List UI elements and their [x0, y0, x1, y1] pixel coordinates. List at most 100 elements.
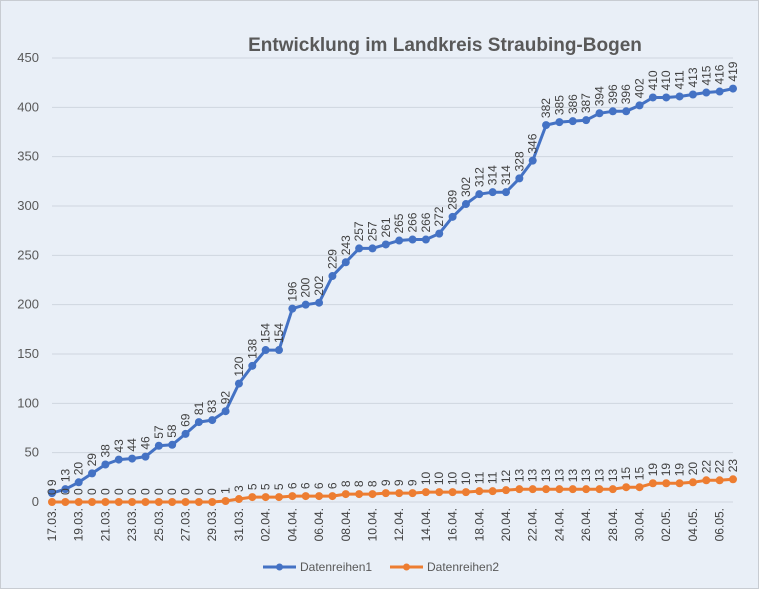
x-tick-label: 02.05. [659, 508, 673, 541]
data-label-series-1: 83 [205, 399, 219, 413]
x-tick-label: 19.03. [72, 508, 86, 541]
data-point-series-1 [261, 346, 270, 355]
data-point-series-2 [208, 498, 217, 506]
data-label-series-2: 22 [713, 460, 727, 474]
y-tick-label: 450 [17, 50, 39, 65]
data-point-series-1 [608, 107, 617, 116]
data-point-series-1 [48, 489, 56, 498]
data-point-series-1 [408, 235, 417, 244]
data-label-series-2: 15 [619, 467, 633, 481]
data-point-series-1 [475, 190, 484, 199]
x-tick-label: 23.03. [125, 508, 139, 541]
data-label-series-2: 6 [299, 482, 313, 489]
data-label-series-1: 57 [152, 425, 166, 439]
data-point-series-1 [421, 235, 430, 244]
data-label-series-2: 5 [245, 483, 259, 490]
data-point-series-1 [555, 118, 564, 127]
data-point-series-1 [101, 460, 110, 469]
data-label-series-2: 12 [499, 469, 513, 483]
data-label-series-1: 9 [45, 479, 59, 486]
data-point-series-1 [729, 84, 737, 93]
data-label-series-2: 1 [219, 487, 233, 494]
data-label-series-1: 44 [125, 438, 139, 452]
data-point-series-1 [595, 109, 604, 118]
data-point-series-1 [648, 93, 657, 102]
data-point-series-2 [101, 498, 110, 506]
data-label-series-2: 10 [446, 471, 460, 485]
series-line-1 [51, 87, 734, 495]
x-axis-ticks: 17.03. 19.03. 21.03. 23.03. 25.03. 27.03. 29.0… [45, 508, 727, 541]
data-label-series-2: 10 [432, 471, 446, 485]
data-label-series-2: 0 [125, 488, 139, 495]
data-point-series-1 [208, 416, 217, 425]
data-label-series-1: 346 [526, 133, 540, 153]
data-point-series-2 [715, 476, 724, 485]
x-tick-label: 12.04. [392, 508, 406, 541]
data-label-series-2: 6 [312, 482, 326, 489]
data-label-series-1: 202 [312, 275, 326, 295]
x-tick-label: 16.04. [446, 508, 460, 541]
data-label-series-1: 382 [539, 98, 553, 118]
data-label-series-1: 154 [259, 323, 273, 343]
data-point-series-1 [355, 244, 364, 253]
data-label-series-2: 0 [205, 488, 219, 495]
data-point-series-1 [461, 200, 470, 209]
data-label-series-2: 11 [472, 471, 486, 484]
data-point-series-2 [688, 478, 697, 487]
data-point-series-2 [448, 488, 457, 497]
data-label-series-1: 38 [98, 444, 112, 458]
data-point-series-1 [488, 188, 497, 197]
data-label-series-2: 23 [726, 459, 740, 473]
data-label-series-1: 257 [365, 221, 379, 241]
data-point-series-1 [114, 455, 123, 464]
data-point-series-2 [315, 492, 324, 501]
data-label-series-2: 13 [592, 468, 606, 482]
data-point-series-2 [141, 498, 150, 506]
x-tick-label: 30.04. [633, 508, 647, 541]
data-label-series-2: 0 [58, 488, 72, 495]
data-label-series-1: 154 [272, 323, 286, 343]
data-point-series-1 [128, 454, 137, 463]
data-label-series-1: 396 [619, 84, 633, 104]
data-label-series-1: 415 [699, 65, 713, 85]
y-tick-label: 100 [17, 395, 39, 410]
x-tick-label: 31.03. [232, 508, 246, 541]
y-tick-label: 50 [25, 445, 39, 460]
data-label-series-2: 0 [98, 488, 112, 495]
x-tick-label: 02.04. [259, 508, 273, 541]
data-point-series-2 [555, 485, 564, 494]
data-point-series-1 [502, 188, 510, 197]
x-tick-label: 04.05. [686, 508, 700, 541]
data-label-series-1: 43 [112, 439, 126, 453]
data-point-series-2 [74, 498, 83, 506]
data-point-series-1 [435, 229, 444, 238]
data-point-series-2 [648, 479, 657, 488]
data-point-series-1 [141, 452, 150, 461]
data-label-series-1: 266 [419, 212, 433, 232]
data-label-series-2: 13 [552, 468, 566, 482]
data-point-series-2 [301, 492, 310, 501]
y-tick-label: 0 [32, 494, 39, 509]
data-label-series-1: 410 [646, 70, 660, 90]
data-label-series-2: 0 [85, 488, 99, 495]
data-point-series-2 [702, 476, 711, 485]
data-point-series-2 [128, 498, 137, 506]
data-point-series-2 [729, 475, 737, 484]
data-label-series-1: 138 [245, 338, 259, 358]
data-point-series-1 [675, 92, 684, 101]
data-point-series-2 [408, 489, 417, 498]
data-point-series-1 [395, 236, 404, 245]
data-point-series-2 [595, 485, 604, 494]
x-tick-label: 24.04. [552, 508, 566, 541]
data-point-series-2 [48, 498, 56, 506]
series-line-2 [52, 477, 734, 504]
data-label-series-2: 0 [72, 488, 86, 495]
data-point-series-2 [635, 483, 644, 492]
data-point-series-2 [168, 498, 177, 506]
data-point-series-2 [488, 487, 497, 496]
data-label-series-2: 0 [192, 488, 206, 495]
x-tick-label: 06.05. [713, 508, 727, 541]
data-label-series-1: 120 [232, 356, 246, 376]
data-point-series-2 [542, 485, 551, 494]
